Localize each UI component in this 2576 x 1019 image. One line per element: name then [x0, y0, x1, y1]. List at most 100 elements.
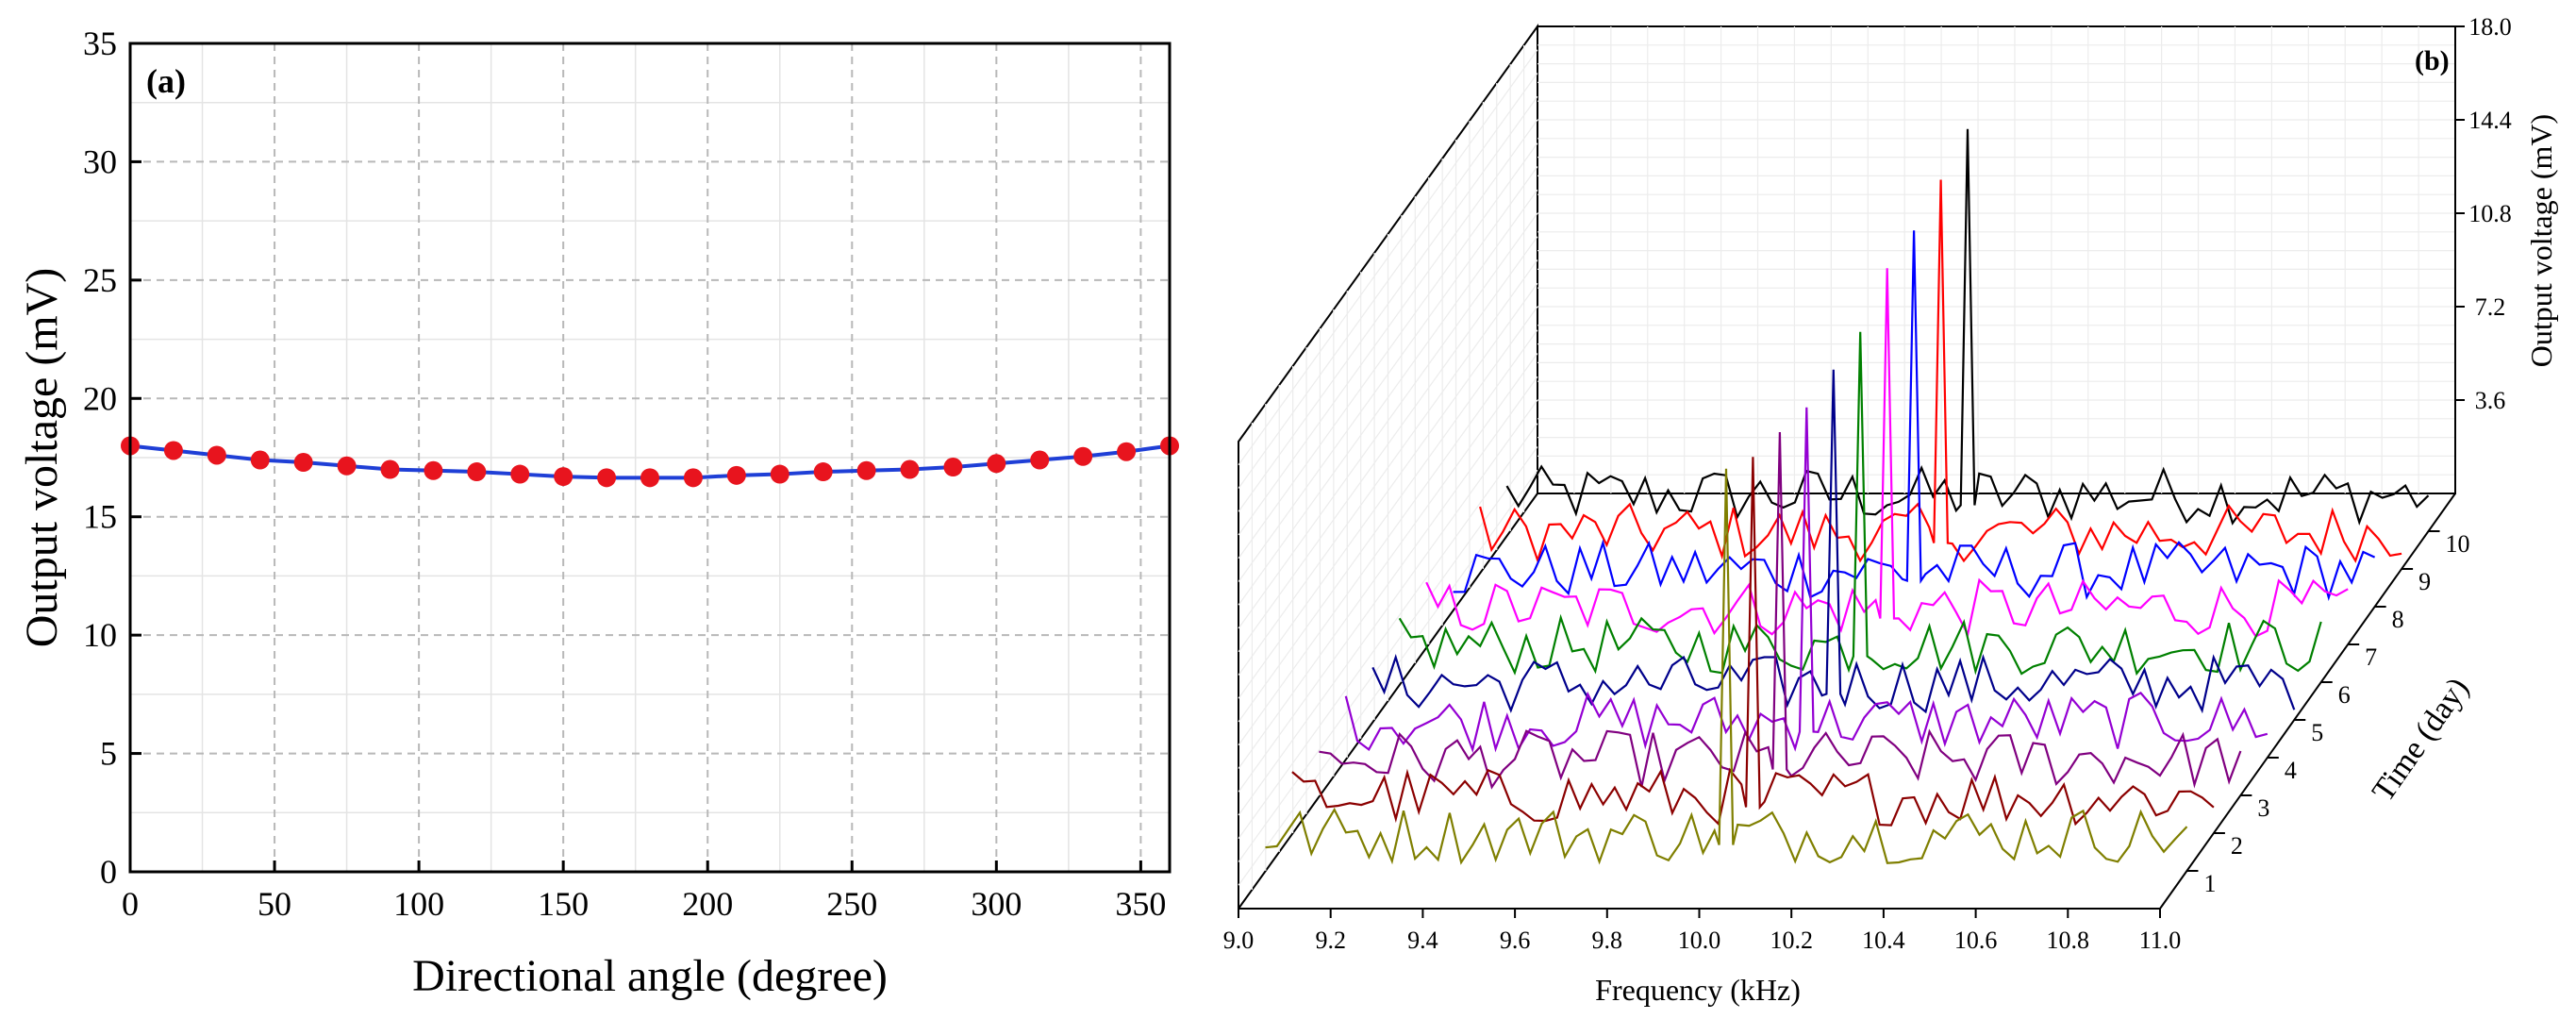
panel-a-xtick-label: 100 [393, 885, 444, 923]
panel-a-xtick-label: 150 [538, 885, 589, 923]
panel-b-ytick-label: 6 [2338, 681, 2351, 709]
panel-b-xtick-label: 11.0 [2139, 927, 2182, 954]
panel-a-data-point [293, 453, 313, 473]
panel-b-ytick-label: 9 [2418, 568, 2431, 595]
panel-b-ztick-label: 14.4 [2468, 107, 2512, 134]
panel-a-ytick-label: 25 [83, 261, 117, 299]
panel-a-data-point [380, 459, 400, 479]
panel-b-series [1265, 128, 2430, 865]
panel-b-gridline [1238, 166, 1538, 582]
panel-b-label: (b) [2415, 45, 2450, 76]
panel-b-ylabel: Time (day) [2366, 672, 2476, 809]
panel-a-data-point [683, 468, 703, 488]
panel-b-series-line-day-3 [1319, 431, 2242, 790]
panel-b-series-line-day-6 [1398, 331, 2322, 677]
panel-b-ytick-label: 10 [2446, 530, 2470, 558]
panel-b-xtick-label: 10.6 [1954, 927, 1998, 954]
panel-a-ytick-label: 20 [83, 379, 117, 417]
panel-b-series-line-day-7 [1425, 268, 2349, 638]
panel-b-ztick-label: 3.6 [2475, 387, 2506, 414]
panel-a-xtick-label: 300 [971, 885, 1022, 923]
panel-b-ztick-label: 18.0 [2468, 13, 2512, 41]
panel-b-ztick-label: 10.8 [2468, 200, 2512, 227]
panel-b-ytick-label: 4 [2285, 757, 2297, 784]
panel-a-data-point [987, 454, 1006, 474]
panel-b-gridline [1238, 236, 1538, 653]
panel-a-ylabel: Output voltage (mV) [17, 268, 67, 648]
panel-b-series-line-day-9 [1479, 179, 2402, 564]
panel-a-ytick-label: 0 [100, 853, 117, 891]
panel-b-xtick-label: 10.8 [2047, 927, 2090, 954]
panel-b-xtick-label: 10.2 [1770, 927, 1813, 954]
panel-b-series-line-day-2 [1291, 457, 2215, 827]
panel-b-xlabel: Frequency (kHz) [1595, 973, 1801, 1007]
panel-a-data-point [597, 468, 617, 488]
panel-a-data-point [510, 464, 530, 484]
panel-b-gridline [1238, 189, 1538, 606]
panel-a-data-point [770, 464, 789, 484]
panel-a-grid [130, 43, 1170, 872]
panel-a-data-point [554, 467, 573, 487]
panel-b-gridline [1238, 259, 1538, 676]
panel-b-gridline [1238, 376, 1538, 793]
panel-a-data-point [813, 462, 833, 482]
panel-a-label: (a) [146, 62, 186, 100]
panel-b-gridline [1238, 329, 1538, 746]
panel-b-gridline [1238, 119, 1538, 536]
panel-a-data-point [856, 460, 876, 480]
panel-b-back-grid [1238, 26, 2455, 890]
panel-a-data-point [337, 456, 357, 476]
panel-a-ytick-label: 10 [83, 616, 117, 654]
panel-b-back-wall [1537, 25, 2456, 494]
panel-b-series-line-day-10 [1505, 128, 2430, 526]
panel-b-xtick-label: 9.6 [1500, 927, 1531, 954]
panel-b-gridline [1238, 423, 1538, 840]
panel-b-xtick-label: 9.8 [1592, 927, 1623, 954]
panel-a-xtick-label: 200 [682, 885, 733, 923]
panel-b-ytick-label: 3 [2257, 794, 2269, 822]
panel-b-gridline [1238, 95, 1538, 512]
panel-a-xtick-label: 250 [826, 885, 877, 923]
panel-b-ytick-label: 8 [2392, 606, 2404, 633]
panel-a-data-point [467, 462, 487, 482]
panel-a-data-point [250, 450, 270, 470]
panel-a-ytick-label: 15 [83, 498, 117, 536]
panel-a-data-point [1030, 450, 1050, 470]
panel-a-xtick-label: 350 [1115, 885, 1166, 923]
panel-b-ytick-label: 5 [2311, 719, 2323, 746]
panel-a-ytick-label: 35 [83, 25, 117, 62]
panel-b-xtick-label: 10.4 [1862, 927, 1905, 954]
panel-b-ytick-label: 1 [2203, 870, 2216, 897]
panel-a-data-point [424, 460, 443, 480]
panel-a-frame [128, 42, 1172, 874]
panel-a-ytick-label: 30 [83, 142, 117, 180]
panel-a-data-point [726, 465, 746, 485]
panel-b-gridline [1238, 399, 1538, 816]
panel-a-data-point [1117, 442, 1137, 461]
panel-b-ytick-label: 7 [2365, 643, 2377, 671]
panel-b: 9.0 9.2 9.4 9.6 9.8 10.0 10.2 10.4 10.6 10.8 11.0 1… [1223, 13, 2558, 1007]
panel-b-gridline [1238, 142, 1538, 560]
panel-b-xtick-label: 10.0 [1678, 927, 1721, 954]
panel-a-ytick-label: 5 [100, 735, 117, 773]
panel-a-data-point [163, 441, 183, 460]
panel-a-data-point [207, 445, 226, 465]
panel-b-xtick-label: 9.0 [1223, 927, 1255, 954]
panel-a-data-point [640, 468, 659, 488]
panel-b-gridline [1238, 446, 1538, 862]
panel-b-xtick-label: 9.4 [1407, 927, 1438, 954]
panel-a-data-point [943, 458, 963, 477]
panel-b-gridline [1238, 49, 1538, 466]
panel-b-series-line-day-8 [1453, 230, 2376, 602]
panel-a-data-point [900, 459, 920, 479]
panel-b-xtick-label: 9.2 [1315, 927, 1346, 954]
panel-a-xtick-label: 0 [122, 885, 139, 923]
panel-a-series [121, 436, 1179, 488]
panel-a-xlabel: Directional angle (degree) [412, 951, 888, 1001]
panel-b-gridline [1238, 73, 1538, 489]
panel-a-xtick-label: 50 [258, 885, 291, 923]
panel-b-series-line-day-1 [1265, 468, 2188, 865]
panel-b-left-wall [1238, 23, 1538, 912]
